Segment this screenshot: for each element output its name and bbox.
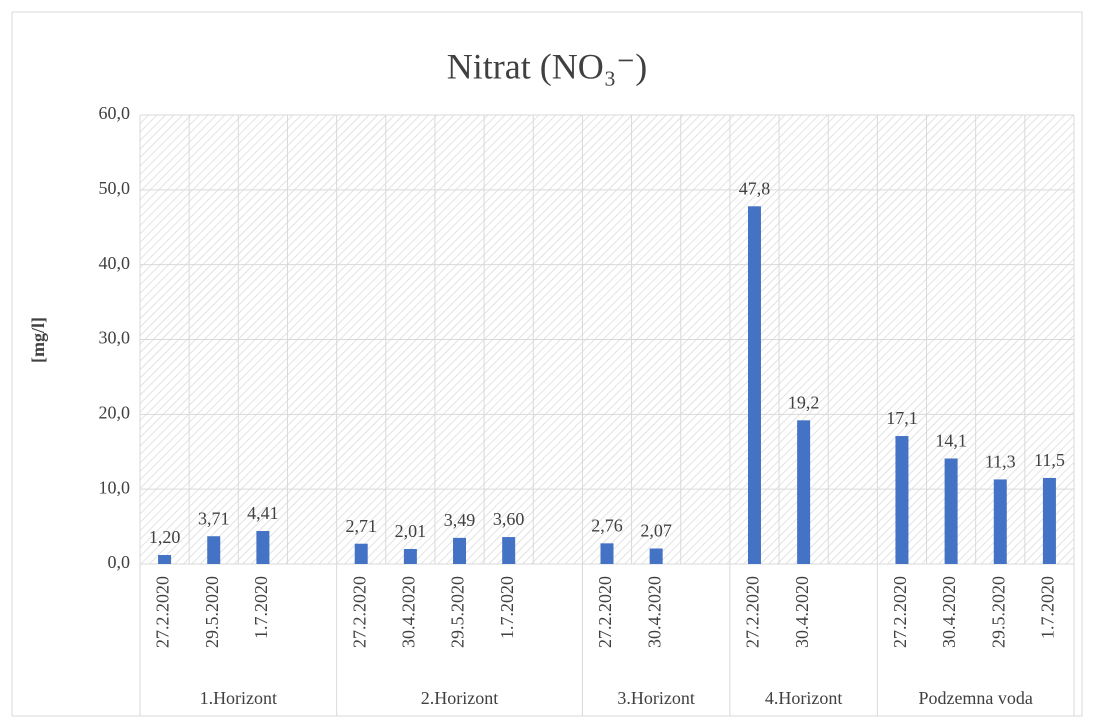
bar	[747, 206, 761, 564]
bar	[993, 479, 1007, 564]
x-tick-label: 1.7.2020	[1038, 576, 1058, 639]
x-tick-label: 29.5.2020	[448, 576, 468, 648]
data-label: 2,07	[640, 521, 672, 541]
y-tick-label: 40,0	[99, 253, 131, 273]
x-tick-label: 27.2.2020	[595, 576, 615, 648]
x-tick-label: 30.4.2020	[644, 576, 664, 648]
group-label: Podzemna voda	[918, 688, 1032, 708]
bar	[502, 537, 516, 564]
y-axis-label: [mg/l]	[28, 317, 48, 363]
group-label: 4.Horizont	[765, 688, 842, 708]
data-label: 2,01	[395, 521, 427, 541]
y-tick-label: 20,0	[99, 402, 131, 422]
chart-title: Nitrat (NO₃⁻)	[447, 46, 648, 86]
bar	[207, 536, 221, 564]
group-label: 3.Horizont	[617, 688, 694, 708]
bar	[453, 537, 467, 564]
y-tick-label: 30,0	[99, 328, 131, 348]
y-tick-label: 60,0	[99, 103, 131, 123]
bar	[158, 555, 172, 564]
bar	[895, 436, 909, 564]
data-label: 11,5	[1034, 450, 1065, 470]
bar	[944, 458, 958, 564]
bar	[256, 530, 270, 564]
x-tick-label: 27.2.2020	[153, 576, 173, 648]
y-tick-label: 50,0	[99, 178, 131, 198]
y-tick-label: 0,0	[108, 552, 131, 572]
x-tick-label: 27.2.2020	[890, 576, 910, 648]
x-tick-label: 29.5.2020	[202, 576, 222, 648]
data-label: 3,71	[198, 508, 230, 528]
x-tick-label: 30.4.2020	[792, 576, 812, 648]
data-label: 2,71	[345, 516, 377, 536]
x-tick-label: 1.7.2020	[251, 576, 271, 639]
group-label: 2.Horizont	[421, 688, 498, 708]
data-label: 17,1	[886, 408, 918, 428]
bar	[354, 543, 368, 564]
data-label: 14,1	[935, 431, 967, 451]
x-tick-label: 27.2.2020	[349, 576, 369, 648]
x-tick-label: 29.5.2020	[988, 576, 1008, 648]
bar	[649, 548, 663, 564]
x-tick-label: 27.2.2020	[743, 576, 763, 648]
bar	[600, 543, 614, 564]
y-tick-label: 10,0	[99, 477, 131, 497]
data-label: 3,60	[493, 509, 525, 529]
data-label: 3,49	[444, 510, 476, 530]
group-label: 1.Horizont	[200, 688, 277, 708]
x-tick-label: 30.4.2020	[398, 576, 418, 648]
bar	[797, 420, 811, 564]
data-label: 4,41	[247, 503, 279, 523]
data-label: 2,76	[591, 515, 623, 535]
data-label: 47,8	[739, 178, 771, 198]
data-label: 19,2	[788, 392, 820, 412]
bar	[1042, 477, 1056, 564]
x-tick-label: 1.7.2020	[497, 576, 517, 639]
data-label: 1,20	[149, 527, 181, 547]
x-tick-label: 30.4.2020	[939, 576, 959, 648]
data-label: 11,3	[985, 452, 1016, 472]
bar	[403, 548, 417, 564]
